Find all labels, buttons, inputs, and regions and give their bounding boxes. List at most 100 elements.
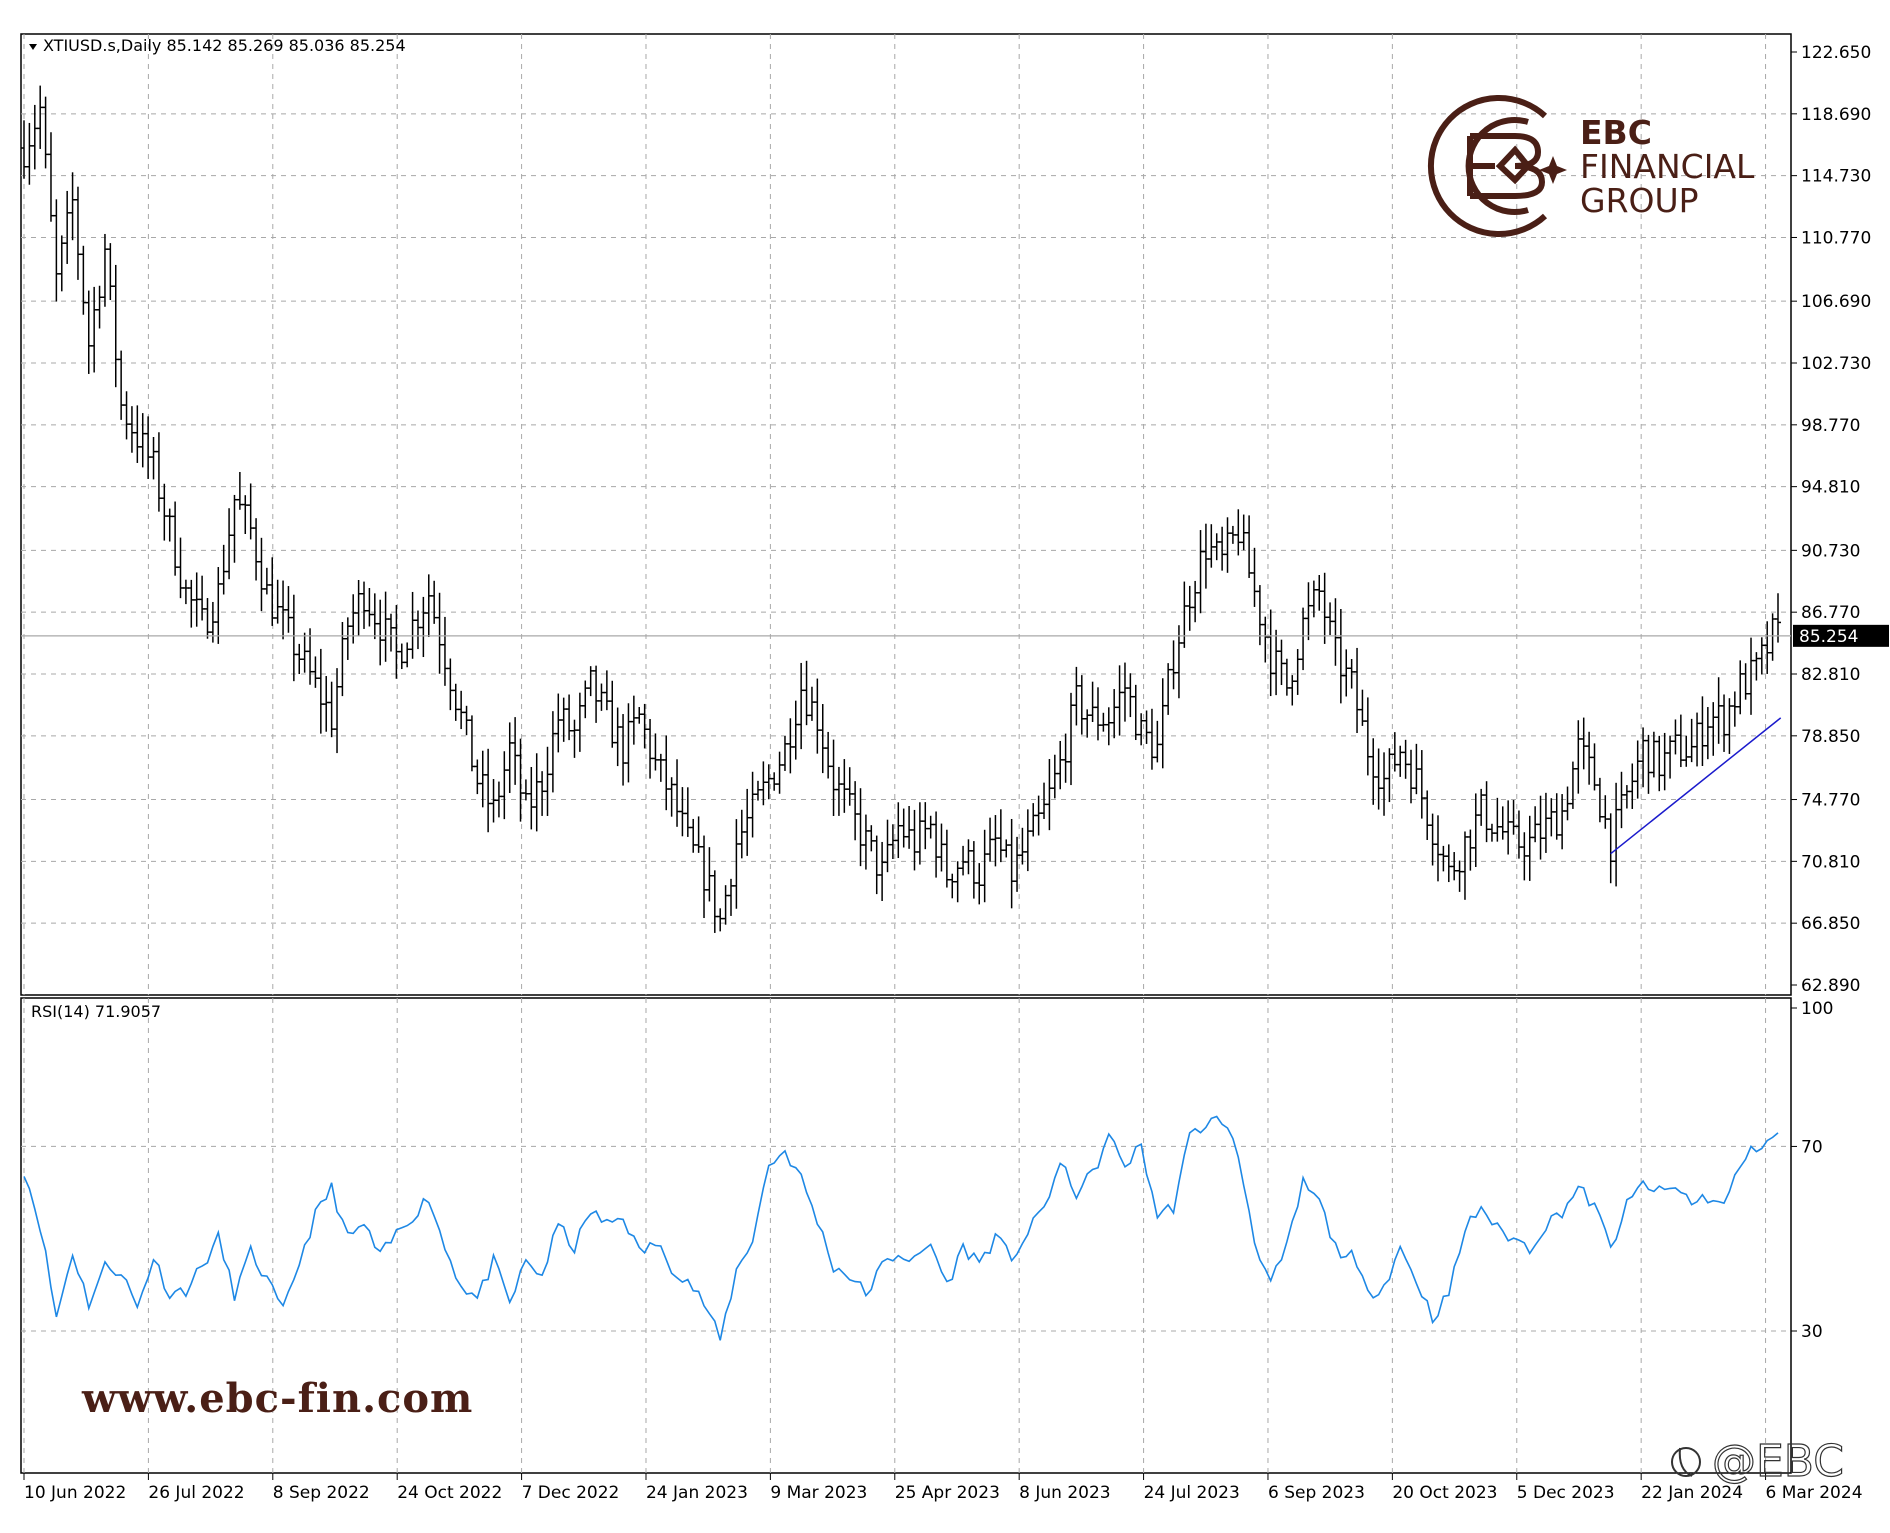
price-bar — [895, 802, 902, 859]
price-bar — [1381, 752, 1388, 816]
chevron-down-icon[interactable] — [29, 44, 37, 50]
price-bar — [1213, 533, 1220, 561]
price-bar — [1402, 739, 1409, 779]
trendline — [1610, 717, 1782, 855]
price-bar — [1235, 509, 1242, 556]
price-bar — [1542, 792, 1549, 853]
price-bar — [441, 616, 448, 686]
price-bar — [1748, 637, 1755, 715]
price-bar — [1051, 754, 1058, 799]
price-bar — [1710, 702, 1717, 756]
price-bar — [587, 666, 594, 697]
rsi-tick-label: 70 — [1801, 1137, 1823, 1157]
price-bar — [1721, 694, 1728, 752]
price-bar — [1580, 717, 1587, 770]
price-bar — [976, 863, 983, 905]
price-bar — [1165, 663, 1172, 715]
price-bar — [414, 610, 421, 650]
y-tick-label: 74.770 — [1801, 791, 1860, 811]
y-tick-label: 110.770 — [1801, 228, 1871, 248]
price-bar — [1229, 525, 1236, 544]
price-bar — [1332, 598, 1339, 666]
price-bar — [409, 591, 416, 659]
price-bar — [1305, 582, 1312, 641]
price-bar — [107, 243, 114, 301]
price-bar — [1413, 743, 1420, 795]
price-bar — [1343, 649, 1350, 697]
price-bar — [1337, 609, 1344, 704]
price-bar — [452, 683, 459, 721]
price-bar — [1041, 782, 1048, 819]
price-bar — [1181, 581, 1188, 648]
price-bar — [1170, 640, 1177, 690]
price-bar — [253, 518, 260, 581]
price-bar — [1294, 649, 1301, 695]
price-bar — [490, 779, 497, 823]
price-bar — [307, 628, 314, 685]
x-tick-label: 22 Jan 2024 — [1641, 1483, 1743, 1503]
price-bar — [884, 819, 891, 873]
price-bar — [425, 574, 432, 638]
price-bar — [1132, 684, 1139, 741]
price-bar — [447, 658, 454, 711]
price-bar — [1434, 815, 1441, 882]
price-bar — [738, 809, 745, 859]
price-bar — [161, 483, 168, 541]
price-bar — [819, 704, 826, 774]
brand-line-3: GROUP — [1580, 181, 1699, 220]
x-tick-label: 24 Oct 2022 — [397, 1483, 502, 1503]
price-bar — [91, 286, 98, 373]
price-bar — [927, 815, 934, 839]
price-bar — [652, 733, 659, 771]
price-bar — [933, 811, 940, 878]
price-bar — [970, 841, 977, 899]
price-bar — [879, 841, 886, 901]
price-bar — [943, 829, 950, 888]
price-bar — [328, 681, 335, 738]
rsi-series — [23, 1115, 1779, 1341]
price-bar — [555, 693, 562, 753]
price-bar — [744, 788, 751, 856]
price-bar — [814, 678, 821, 754]
price-bar — [1548, 798, 1555, 837]
price-bar — [1068, 692, 1075, 786]
price-bar — [808, 686, 815, 721]
price-bar — [539, 771, 546, 816]
price-bar — [1505, 800, 1512, 855]
price-bar — [1661, 732, 1668, 791]
x-tick-label: 7 Dec 2022 — [522, 1483, 620, 1503]
brand-line-2: FINANCIAL — [1580, 147, 1755, 186]
price-bar — [674, 759, 681, 827]
price-bar — [679, 787, 686, 837]
price-bar — [916, 802, 923, 865]
price-bar — [690, 818, 697, 853]
price-bar — [1321, 572, 1328, 644]
current-price-tag — [1793, 624, 1889, 647]
price-bar — [1386, 748, 1393, 803]
price-bar — [1467, 829, 1474, 871]
ebc-monogram-logo-icon — [1427, 95, 1548, 237]
price-bar — [1559, 794, 1566, 850]
price-bar — [118, 350, 125, 420]
price-bar — [485, 748, 492, 833]
price-bar — [269, 557, 276, 626]
price-bar — [1111, 689, 1118, 739]
price-bar — [830, 739, 837, 816]
price-bar — [1273, 629, 1280, 696]
price-bar — [1100, 712, 1107, 732]
price-bar — [1634, 740, 1641, 799]
price-bar — [803, 660, 810, 726]
x-tick-label: 8 Sep 2022 — [273, 1483, 370, 1503]
price-bar — [1289, 675, 1296, 706]
price-bar — [285, 586, 292, 633]
price-bar — [582, 680, 589, 719]
price-bar — [987, 817, 994, 862]
price-bar — [1267, 609, 1274, 697]
price-bar — [1613, 782, 1620, 887]
price-bar — [717, 908, 724, 932]
price-bar — [1440, 845, 1447, 872]
price-bar — [873, 835, 880, 895]
price-bar — [781, 736, 788, 771]
price-bar — [1397, 745, 1404, 777]
